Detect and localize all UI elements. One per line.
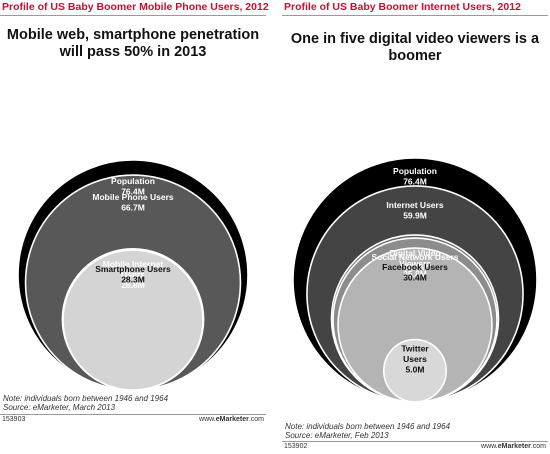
bubble-label-population: Population <box>111 176 155 186</box>
chart-source: Source: eMarketer, March 2013 <box>3 403 116 412</box>
bubble-label-twitter-users: Users <box>403 354 427 364</box>
brand-name: eMarketer <box>215 416 249 423</box>
bubble-value-social-network-users: 34.5M <box>403 263 427 273</box>
chart-header-title: Profile of US Baby Boomer Internet Users… <box>284 1 521 13</box>
bubble-label-mobile-internet-users: Users <box>121 269 145 279</box>
bubble-value-population: 76.4M <box>121 187 145 197</box>
chart-footer: 153902 www.eMarketer.com <box>282 441 548 452</box>
bubble-label-smartphone-users: Smartphone Users <box>95 264 171 274</box>
bubble-value-digital-video-viewers: 35.8M <box>403 269 427 279</box>
bubble-value-internet-users: 59.9M <box>403 210 427 220</box>
bubble-value-mobile-phone-users: 66.7M <box>121 203 145 213</box>
bubble-value-smartphone-users: 28.3M <box>121 275 145 285</box>
brand-prefix: www. <box>481 443 498 450</box>
brand-mark: www.eMarketer.com <box>199 416 264 423</box>
bubble-smartphone-users <box>62 249 204 391</box>
bubble-twitter-users <box>382 338 448 403</box>
bubble-label-internet-users: Internet Users <box>386 200 443 210</box>
brand-name: eMarketer <box>497 443 531 450</box>
bubble-value-mobile-internet-users: 28.8M <box>121 280 145 290</box>
chart-header-bar: Profile of US Baby Boomer Mobile Phone U… <box>0 0 269 16</box>
brand-prefix: www. <box>199 416 216 423</box>
bubble-label-digital-video-viewers: Viewers <box>399 258 431 268</box>
chart-panel-mobile: Profile of US Baby Boomer Mobile Phone U… <box>0 0 269 454</box>
bubble-value-twitter-users: 5.0M <box>406 365 425 375</box>
chart-note: Note: individuals born between 1946 and … <box>3 394 169 403</box>
brand-suffix: .com <box>530 443 546 450</box>
chart-id: 153903 <box>2 416 26 423</box>
bubble-label-facebook-users: Facebook Users <box>382 262 448 272</box>
chart-source: Source: eMarketer, Feb 2013 <box>285 431 389 440</box>
bubble-value-population: 76.4M <box>403 177 427 187</box>
chart-panel-internet: Profile of US Baby Boomer Internet Users… <box>282 0 548 454</box>
brand-mark: www.eMarketer.com <box>481 443 546 450</box>
bubble-label-twitter-users: Twitter <box>401 344 429 354</box>
brand-suffix: .com <box>248 416 264 423</box>
bubble-label-mobile-internet-users: Mobile Internet <box>103 259 164 269</box>
bubble-label-digital-video-viewers: Digital Video <box>389 248 440 258</box>
chart-footer: 153903 www.eMarketer.com <box>0 414 266 425</box>
bubble-label-mobile-phone-users: Mobile Phone Users <box>92 192 174 202</box>
chart-title: One in five digital video viewers is a b… <box>290 31 540 64</box>
chart-title: Mobile web, smartphone penetration will … <box>6 27 260 60</box>
chart-header-title: Profile of US Baby Boomer Mobile Phone U… <box>2 1 269 13</box>
bubble-label-social-network-users: Social Network Users <box>372 252 459 262</box>
chart-note: Note: individuals born between 1946 and … <box>285 422 451 431</box>
chart-header-bar: Profile of US Baby Boomer Internet Users… <box>282 0 548 16</box>
chart-id: 153902 <box>284 443 308 450</box>
bubble-value-facebook-users: 30.4M <box>403 273 427 283</box>
bubble-label-population: Population <box>393 166 437 176</box>
